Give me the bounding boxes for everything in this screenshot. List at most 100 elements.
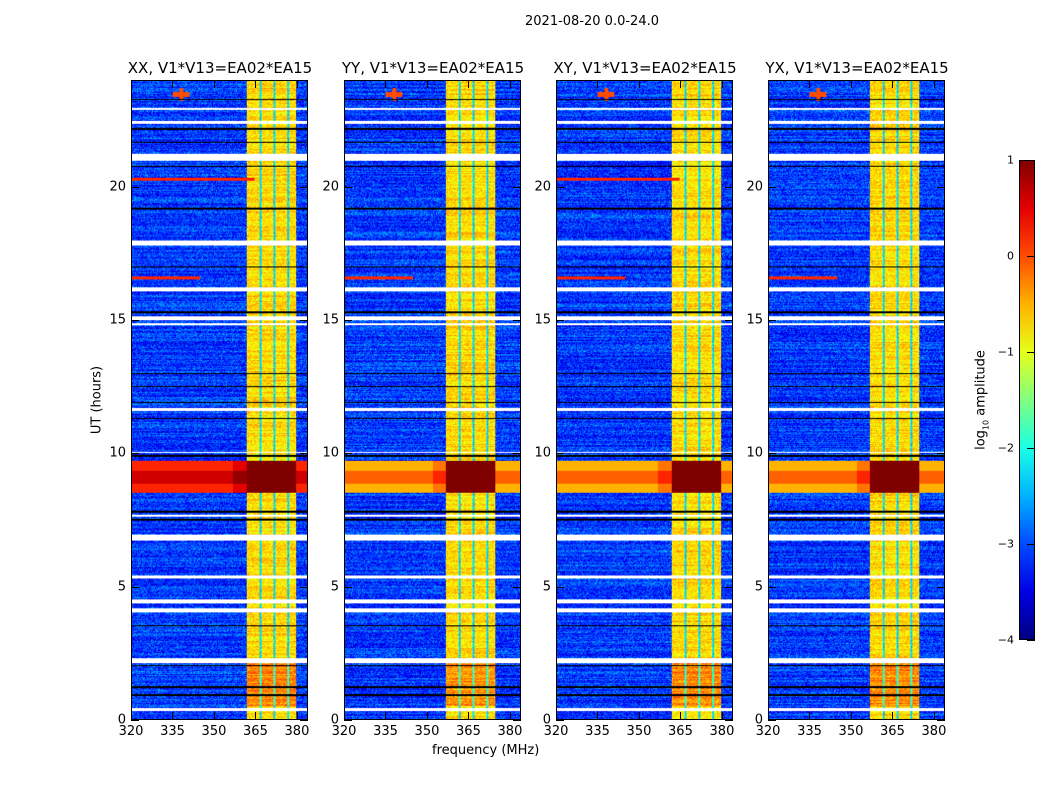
y-tick-label: 20 bbox=[322, 179, 339, 195]
panel-title-yy: YY, V1*V13=EA02*EA15 bbox=[341, 59, 525, 77]
x-tick-mark bbox=[344, 712, 345, 720]
y-tick-label: 5 bbox=[330, 579, 339, 595]
x-tick-label: 380 bbox=[709, 724, 735, 739]
x-tick-label: 380 bbox=[921, 724, 947, 739]
y-tick-label: 5 bbox=[542, 579, 551, 595]
y-tick-mark bbox=[513, 586, 521, 588]
x-tick-mark bbox=[509, 712, 511, 720]
y-tick-mark bbox=[556, 720, 564, 721]
colorbar-tick-label: 1 bbox=[1007, 153, 1014, 167]
x-tick-mark bbox=[296, 712, 298, 720]
x-tick-mark bbox=[933, 80, 935, 88]
y-tick-mark bbox=[344, 320, 352, 321]
y-tick-mark bbox=[131, 720, 139, 721]
y-tick-mark bbox=[513, 720, 521, 721]
x-tick-mark bbox=[131, 712, 132, 720]
y-tick-label: 10 bbox=[322, 445, 339, 461]
x-tick-mark bbox=[172, 80, 174, 88]
y-tick-label: 15 bbox=[322, 312, 339, 328]
y-tick-mark bbox=[344, 586, 352, 588]
y-tick-mark bbox=[556, 586, 564, 588]
x-tick-label: 335 bbox=[373, 724, 398, 739]
x-tick-mark bbox=[344, 80, 345, 88]
y-tick-mark bbox=[344, 720, 352, 721]
x-tick-mark bbox=[721, 80, 723, 88]
x-tick-label: 320 bbox=[543, 724, 569, 739]
x-tick-mark bbox=[556, 80, 557, 88]
x-tick-mark bbox=[850, 712, 852, 720]
x-tick-mark bbox=[385, 80, 387, 88]
y-tick-mark bbox=[937, 586, 945, 588]
x-tick-label: 335 bbox=[585, 724, 610, 739]
y-tick-label: 10 bbox=[534, 445, 551, 461]
x-tick-mark bbox=[468, 712, 470, 720]
x-tick-label: 365 bbox=[456, 724, 481, 739]
x-tick-label: 335 bbox=[160, 724, 185, 739]
y-tick-label: 5 bbox=[117, 579, 126, 595]
x-tick-mark bbox=[131, 80, 132, 88]
y-tick-mark bbox=[556, 186, 564, 188]
x-tick-mark bbox=[768, 712, 769, 720]
x-tick-label: 335 bbox=[797, 724, 822, 739]
y-tick-mark bbox=[300, 320, 308, 321]
colorbar-label-rest: amplitude bbox=[973, 350, 989, 420]
x-tick-mark bbox=[385, 712, 387, 720]
y-tick-label: 20 bbox=[109, 179, 126, 195]
y-tick-mark bbox=[725, 720, 733, 721]
colorbar-tick-label: −1 bbox=[997, 345, 1014, 359]
y-axis-label: UT (hours) bbox=[89, 365, 105, 435]
y-tick-mark bbox=[131, 186, 139, 188]
y-tick-mark bbox=[937, 186, 945, 188]
panel-yx bbox=[768, 80, 945, 720]
y-tick-label: 20 bbox=[746, 179, 763, 195]
y-tick-mark bbox=[768, 186, 776, 188]
x-tick-label: 350 bbox=[838, 724, 864, 739]
x-tick-label: 365 bbox=[668, 724, 693, 739]
x-tick-mark bbox=[509, 80, 511, 88]
panel-title-xy: XY, V1*V13=EA02*EA15 bbox=[553, 59, 737, 77]
x-tick-mark bbox=[426, 80, 428, 88]
y-tick-label: 0 bbox=[330, 712, 339, 728]
colorbar-label: log10 amplitude bbox=[974, 350, 991, 450]
colorbar-tick-mark bbox=[1027, 160, 1035, 161]
x-tick-label: 350 bbox=[626, 724, 652, 739]
y-tick-mark bbox=[768, 453, 776, 455]
y-tick-mark bbox=[344, 186, 352, 188]
heatmap-yy bbox=[345, 81, 520, 719]
x-tick-label: 350 bbox=[201, 724, 227, 739]
y-tick-mark bbox=[768, 720, 776, 721]
colorbar-tick-label: −4 bbox=[997, 633, 1014, 647]
x-tick-mark bbox=[768, 80, 769, 88]
y-tick-mark bbox=[131, 586, 139, 588]
x-tick-mark bbox=[892, 80, 894, 88]
panel-yy bbox=[344, 80, 521, 720]
colorbar-tick-mark bbox=[1027, 352, 1035, 353]
y-tick-label: 0 bbox=[754, 712, 763, 728]
y-tick-mark bbox=[937, 720, 945, 721]
x-tick-label: 380 bbox=[497, 724, 523, 739]
x-tick-mark bbox=[296, 80, 298, 88]
y-tick-mark bbox=[513, 320, 521, 321]
y-tick-label: 15 bbox=[746, 312, 763, 328]
x-tick-mark bbox=[255, 80, 257, 88]
y-tick-mark bbox=[131, 453, 139, 455]
panel-xy bbox=[556, 80, 733, 720]
x-tick-mark bbox=[721, 712, 723, 720]
x-tick-label: 320 bbox=[118, 724, 144, 739]
colorbar-tick-mark bbox=[1027, 256, 1035, 257]
y-tick-mark bbox=[513, 186, 521, 188]
colorbar-tick-label: −3 bbox=[997, 537, 1014, 551]
panel-title-xx: XX, V1*V13=EA02*EA15 bbox=[127, 59, 313, 77]
y-tick-mark bbox=[556, 453, 564, 455]
colorbar-tick-mark bbox=[1027, 640, 1035, 641]
x-tick-mark bbox=[638, 80, 640, 88]
x-tick-mark bbox=[892, 712, 894, 720]
y-tick-label: 10 bbox=[746, 445, 763, 461]
x-axis-label: frequency (MHz) bbox=[432, 743, 540, 758]
y-tick-mark bbox=[937, 453, 945, 455]
x-tick-label: 365 bbox=[243, 724, 268, 739]
x-tick-mark bbox=[933, 712, 935, 720]
x-tick-mark bbox=[638, 712, 640, 720]
x-tick-label: 320 bbox=[331, 724, 357, 739]
y-tick-mark bbox=[300, 586, 308, 588]
